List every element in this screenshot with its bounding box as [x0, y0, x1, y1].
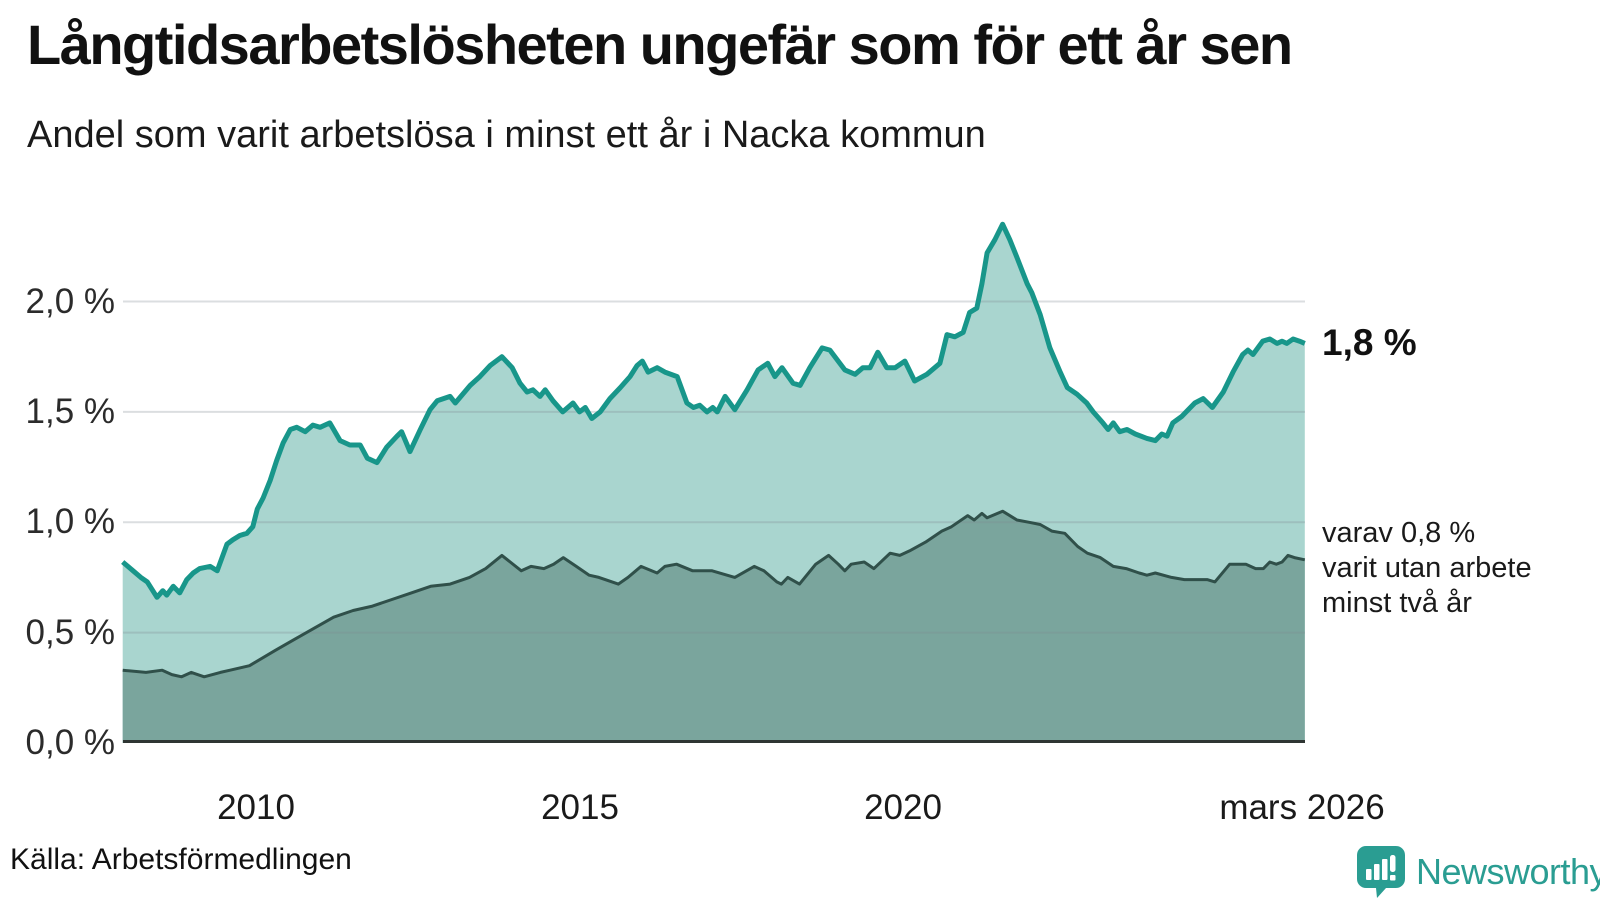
y-tick-label: 1,5 %: [25, 391, 116, 431]
end-value-label: 1,8 %: [1322, 322, 1417, 363]
secondary-annotation: varav 0,8 % varit utan arbete minst två …: [1322, 517, 1532, 619]
line-minst-ett-ar: [121, 221, 1306, 600]
area-fill-minst-tva-ar: [122, 511, 1305, 743]
brand-logo: Newsworthy: [1356, 845, 1600, 899]
y-tick-label: 0,0 %: [25, 723, 116, 762]
page-subtitle: Andel som varit arbetslösa i minst ett å…: [27, 114, 986, 156]
brand-wordmark: Newsworthy: [1416, 851, 1600, 892]
source-note: Källa: Arbetsförmedlingen: [10, 843, 352, 876]
x-tick-label: 2015: [541, 788, 619, 827]
y-tick-label: 1,0 %: [25, 502, 116, 542]
line-minst-tva-ar: [122, 509, 1306, 679]
x-tick-label: 2020: [864, 788, 942, 827]
y-tick-label: 2,0 %: [25, 281, 116, 321]
y-tick-label: 0,5 %: [25, 612, 116, 652]
page-title: Långtidsarbetslösheten ungefär som för e…: [27, 13, 1293, 76]
x-tick-label: mars 2026: [1219, 788, 1385, 827]
newsworthy-icon: [1357, 846, 1405, 898]
x-tick-label: 2010: [217, 788, 295, 827]
